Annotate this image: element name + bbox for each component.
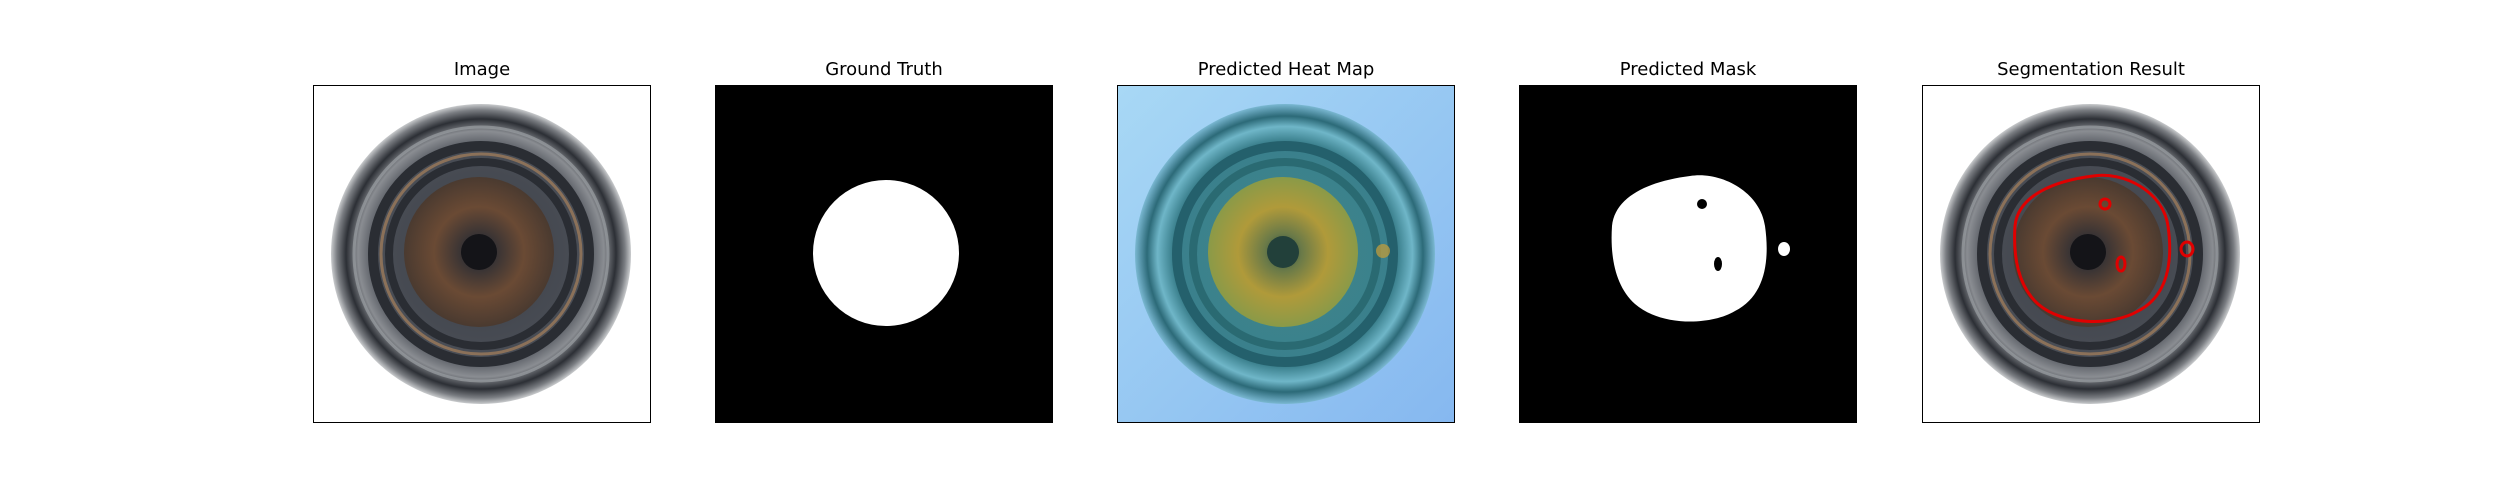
segmentation-image — [1923, 86, 2259, 422]
panel-ground-truth: Ground Truth — [715, 58, 1053, 423]
ground-truth-frame — [715, 85, 1053, 423]
predicted-mask-image — [1520, 86, 1856, 422]
image-frame — [313, 85, 651, 423]
heatmap-frame — [1117, 85, 1455, 423]
panel-segmentation-result: Segmentation Result — [1922, 58, 2260, 423]
segmentation-contours — [2013, 173, 2195, 323]
segmentation-frame — [1922, 85, 2260, 423]
panel-title: Predicted Heat Map — [1197, 59, 1375, 80]
panel-predicted-mask: Predicted Mask — [1519, 58, 1857, 423]
panel-title: Predicted Mask — [1619, 59, 1757, 80]
panel-image: Image — [313, 58, 651, 423]
panel-title: Image — [453, 59, 511, 80]
panel-heatmap: Predicted Heat Map — [1117, 58, 1455, 423]
panel-title: Ground Truth — [825, 59, 943, 80]
bottle-photo — [314, 86, 650, 422]
ground-truth-mask — [716, 86, 1052, 422]
predicted-mask-frame — [1519, 85, 1857, 423]
heatmap-image — [1118, 86, 1454, 422]
panel-title: Segmentation Result — [1997, 59, 2185, 80]
